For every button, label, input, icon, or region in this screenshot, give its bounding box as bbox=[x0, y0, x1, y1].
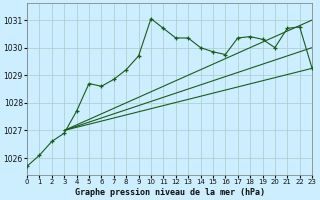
X-axis label: Graphe pression niveau de la mer (hPa): Graphe pression niveau de la mer (hPa) bbox=[75, 188, 265, 197]
